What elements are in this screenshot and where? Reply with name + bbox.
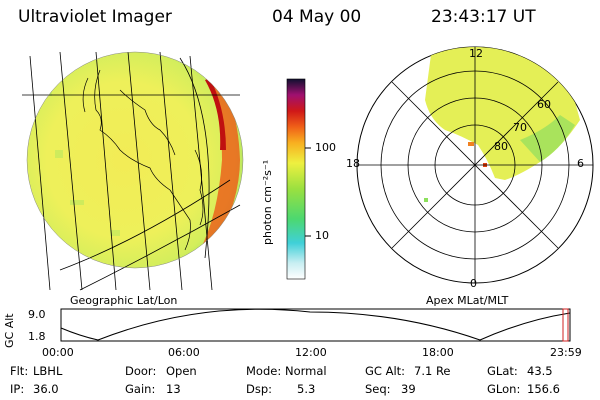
glat-label: GLat: — [487, 364, 518, 378]
altitude-ylabel: GC Alt — [3, 313, 16, 348]
polar-plot — [356, 46, 594, 284]
colorbar-tick-10: 10 — [315, 229, 329, 242]
ip-value: 36.0 — [33, 382, 59, 396]
door-value: Open — [166, 364, 197, 378]
flt-value: LBHL — [33, 364, 63, 378]
dsp-value: 5.3 — [297, 382, 316, 396]
altitude-plot — [60, 308, 571, 342]
gc-alt-label: GC Alt: — [365, 364, 406, 378]
mlt-label-12: 12 — [469, 47, 483, 60]
gain-label: Gain: — [125, 382, 156, 396]
mlt-label-18: 18 — [346, 157, 360, 170]
colorbar-unit-label: photon cm⁻²s⁻¹ — [261, 159, 274, 245]
gc-alt-value: 7.1 Re — [414, 364, 451, 378]
mlat-label-80: 80 — [494, 140, 508, 153]
date-label: 04 May 00 — [272, 7, 362, 27]
glon-label: GLon: — [487, 382, 521, 396]
altitude-xtick-1200: 12:00 — [295, 346, 327, 359]
altitude-xtick-0600: 06:00 — [168, 346, 200, 359]
geographic-disk — [22, 51, 244, 291]
altitude-xtick-2359: 23:59 — [550, 346, 582, 359]
dsp-label: Dsp: — [246, 382, 273, 396]
time-label: 23:43:17 UT — [431, 7, 536, 27]
mlt-label-6: 6 — [577, 157, 584, 170]
glat-value: 43.5 — [527, 364, 553, 378]
door-label: Door: — [125, 364, 157, 378]
altitude-ytick-1-8: 1.8 — [28, 330, 46, 343]
seq-label: Seq: — [365, 382, 391, 396]
instrument-title: Ultraviolet Imager — [18, 7, 172, 27]
colorbar-tick-100: 100 — [315, 141, 336, 154]
mode-value: Normal — [285, 364, 327, 378]
altitude-xtick-1800: 18:00 — [422, 346, 454, 359]
mlat-label-60: 60 — [537, 98, 551, 111]
seq-value: 39 — [401, 382, 416, 396]
glon-value: 156.6 — [527, 382, 560, 396]
altitude-ytick-9: 9.0 — [28, 308, 46, 321]
left-panel-caption: Geographic Lat/Lon — [70, 294, 178, 307]
mlat-label-70: 70 — [513, 121, 527, 134]
ip-label: IP: — [10, 382, 25, 396]
flt-label: Flt: — [10, 364, 29, 378]
colorbar — [286, 78, 306, 280]
gain-value: 13 — [166, 382, 181, 396]
altitude-xtick-0000: 00:00 — [42, 346, 74, 359]
right-panel-caption: Apex MLat/MLT — [426, 294, 509, 307]
mlt-label-0: 0 — [470, 277, 477, 290]
mode-label: Mode: — [246, 364, 282, 378]
